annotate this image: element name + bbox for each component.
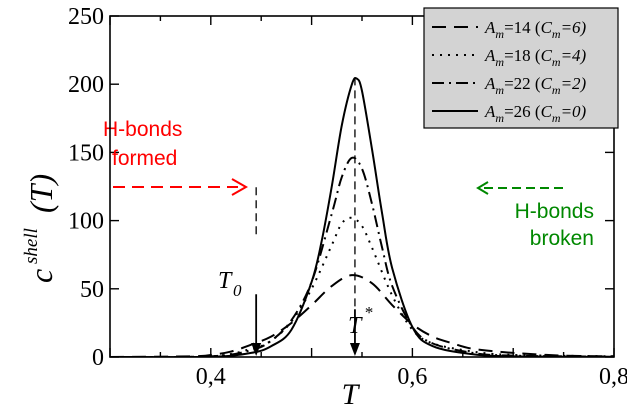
broken-label-line1: H-bonds bbox=[515, 200, 594, 223]
series-lines bbox=[110, 76, 614, 357]
t0-label-sub: 0 bbox=[233, 281, 242, 300]
svg-text:Am=18 (Cm=4): Am=18 (Cm=4) bbox=[484, 46, 587, 69]
formed-arrow bbox=[113, 178, 249, 196]
broken-arrow-head bbox=[476, 181, 489, 195]
series-line-solid bbox=[110, 76, 614, 357]
t0-label: T 0 bbox=[218, 268, 242, 300]
x-axis-label: T bbox=[342, 378, 361, 411]
legend-entry-0: Am=14 (Cm=6) bbox=[484, 18, 587, 41]
y-tick-label: 150 bbox=[68, 140, 104, 166]
series-line-dashed bbox=[110, 274, 614, 357]
tstar-label-sup: * bbox=[364, 303, 373, 322]
formed-label-line1: H-bonds bbox=[103, 118, 182, 141]
x-tick-label: 0,6 bbox=[397, 364, 427, 390]
x-tick-label: 0,4 bbox=[196, 364, 226, 390]
legend-entry-1: Am=18 (Cm=4) bbox=[484, 46, 587, 69]
legend-entry-2: Am=22 (Cm=2) bbox=[484, 74, 587, 97]
legend-samples bbox=[432, 26, 478, 112]
broken-label-line2: broken bbox=[530, 227, 594, 250]
legend: Am=14 (Cm=6) Am=18 (Cm=4) Am=22 (Cm=2) A… bbox=[423, 7, 619, 129]
plot-frame bbox=[109, 15, 615, 358]
legend-entry-3: Am=26 (Cm=0) bbox=[484, 102, 587, 125]
ticks: 0 50 100 150 200 250 0,4 0,6 0,8 bbox=[68, 4, 627, 390]
broken-arrow bbox=[476, 181, 566, 195]
tstar-label-main: T bbox=[348, 313, 363, 339]
y-axis-label: c shell (T) bbox=[21, 174, 59, 283]
y-tick-label: 0 bbox=[92, 345, 104, 371]
svg-text:Am=26 (Cm=0): Am=26 (Cm=0) bbox=[484, 102, 587, 125]
y-label-main: c bbox=[23, 269, 59, 283]
tstar-arrow-head bbox=[349, 343, 360, 356]
y-tick-label: 250 bbox=[68, 4, 104, 30]
svg-text:Am=22 (Cm=2): Am=22 (Cm=2) bbox=[484, 74, 587, 97]
formed-label-line2: formed bbox=[112, 147, 177, 170]
y-label-arg: (T) bbox=[23, 174, 59, 213]
y-tick-label: 50 bbox=[80, 277, 104, 303]
y-tick-label: 200 bbox=[68, 72, 104, 98]
t0-label-main: T bbox=[218, 268, 233, 294]
series-line-dashdot bbox=[110, 156, 614, 357]
formed-arrow-head bbox=[231, 178, 249, 196]
x-tick-label: 0,8 bbox=[599, 364, 627, 390]
svg-text:Am=14 (Cm=6): Am=14 (Cm=6) bbox=[484, 18, 587, 41]
y-label-sup: shell bbox=[21, 228, 42, 264]
y-tick-label: 100 bbox=[68, 209, 104, 235]
tstar-label: T * bbox=[348, 303, 373, 339]
